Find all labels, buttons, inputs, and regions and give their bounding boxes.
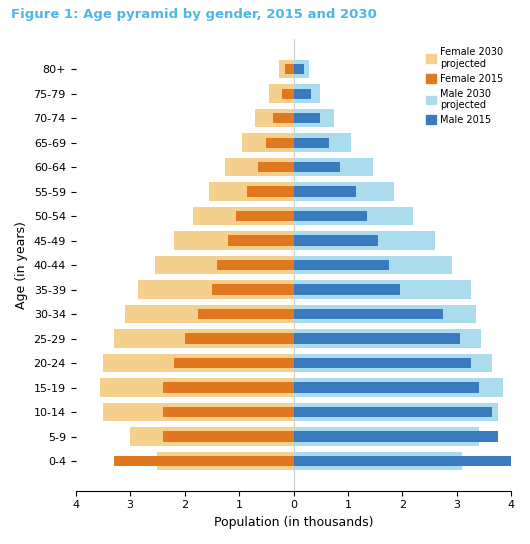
Bar — [174, 231, 294, 250]
Bar — [294, 64, 304, 75]
Bar — [294, 211, 367, 221]
Bar — [217, 260, 294, 270]
Bar — [294, 452, 462, 470]
Bar — [294, 158, 373, 176]
Bar — [114, 456, 294, 466]
Bar — [294, 113, 320, 123]
Bar — [294, 382, 479, 393]
Bar — [114, 329, 294, 348]
Bar — [294, 309, 444, 319]
Bar — [212, 285, 294, 295]
Bar — [174, 358, 294, 368]
Bar — [294, 456, 511, 466]
Bar — [198, 309, 294, 319]
Bar — [285, 64, 294, 75]
Bar — [294, 187, 356, 197]
Bar — [294, 280, 471, 299]
Bar — [100, 379, 294, 397]
Bar — [294, 162, 340, 172]
Bar — [266, 138, 294, 148]
Bar — [294, 403, 498, 421]
Bar — [279, 60, 294, 78]
Bar — [294, 89, 311, 99]
Bar — [294, 329, 481, 348]
Bar — [228, 236, 294, 246]
Bar — [294, 285, 400, 295]
Bar — [294, 60, 309, 78]
Bar — [103, 403, 294, 421]
Bar — [294, 354, 492, 372]
Bar — [163, 431, 294, 442]
Bar — [294, 431, 498, 442]
Bar — [125, 305, 294, 323]
Bar — [281, 89, 294, 99]
Bar — [294, 133, 351, 152]
Bar — [103, 354, 294, 372]
Bar — [294, 236, 378, 246]
Bar — [236, 211, 294, 221]
Bar — [163, 382, 294, 393]
X-axis label: Population (in thousands): Population (in thousands) — [214, 516, 373, 529]
Bar — [294, 260, 389, 270]
Bar — [294, 305, 476, 323]
Bar — [269, 84, 294, 103]
Bar — [294, 407, 492, 417]
Bar — [163, 407, 294, 417]
Text: Figure 1: Age pyramid by gender, 2015 and 2030: Figure 1: Age pyramid by gender, 2015 an… — [11, 8, 376, 21]
Y-axis label: Age (in years): Age (in years) — [15, 221, 28, 309]
Bar — [155, 256, 294, 274]
Bar — [294, 109, 334, 127]
Bar — [294, 256, 452, 274]
Bar — [294, 182, 394, 201]
Bar — [242, 133, 294, 152]
Bar — [225, 158, 294, 176]
Bar — [294, 358, 471, 368]
Bar — [294, 231, 435, 250]
Bar — [157, 452, 294, 470]
Bar — [255, 109, 294, 127]
Bar — [294, 333, 460, 344]
Bar — [209, 182, 294, 201]
Legend: Female 2030
projected, Female 2015, Male 2030
projected, Male 2015: Female 2030 projected, Female 2015, Male… — [423, 45, 507, 128]
Bar — [130, 428, 294, 446]
Bar — [294, 138, 329, 148]
Bar — [294, 207, 413, 225]
Bar — [247, 187, 294, 197]
Bar — [273, 113, 294, 123]
Bar — [294, 379, 503, 397]
Bar — [193, 207, 294, 225]
Bar — [294, 428, 479, 446]
Bar — [258, 162, 294, 172]
Bar — [184, 333, 294, 344]
Bar — [294, 84, 320, 103]
Bar — [138, 280, 294, 299]
